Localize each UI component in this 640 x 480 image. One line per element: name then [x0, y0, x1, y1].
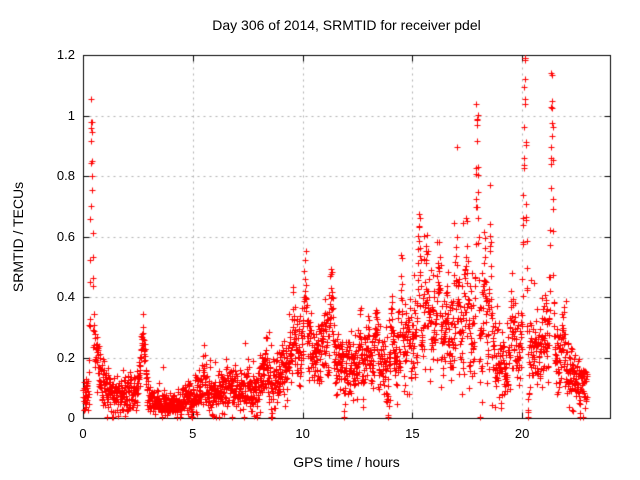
y-tick-label: 0 [67, 410, 75, 425]
y-tick-label: 0.6 [56, 228, 75, 244]
chart-title: Day 306 of 2014, SRMTID for receiver pde… [212, 17, 481, 33]
x-tick-label: 15 [405, 426, 420, 441]
y-tick-label: 1.2 [56, 47, 75, 62]
y-axis-label: SRMTID / TECUs [10, 181, 26, 293]
x-tick-label: 20 [514, 426, 530, 441]
x-tick-label: 5 [189, 426, 197, 441]
x-axis-label: GPS time / hours [293, 454, 400, 470]
x-tick-label: 0 [79, 426, 87, 441]
y-tick-label: 0.2 [56, 349, 75, 365]
x-tick-label: 10 [295, 426, 310, 441]
y-tick-label: 0.4 [56, 289, 75, 304]
y-tick-label: 0.8 [56, 168, 75, 183]
y-tick-label: 1 [67, 107, 75, 123]
